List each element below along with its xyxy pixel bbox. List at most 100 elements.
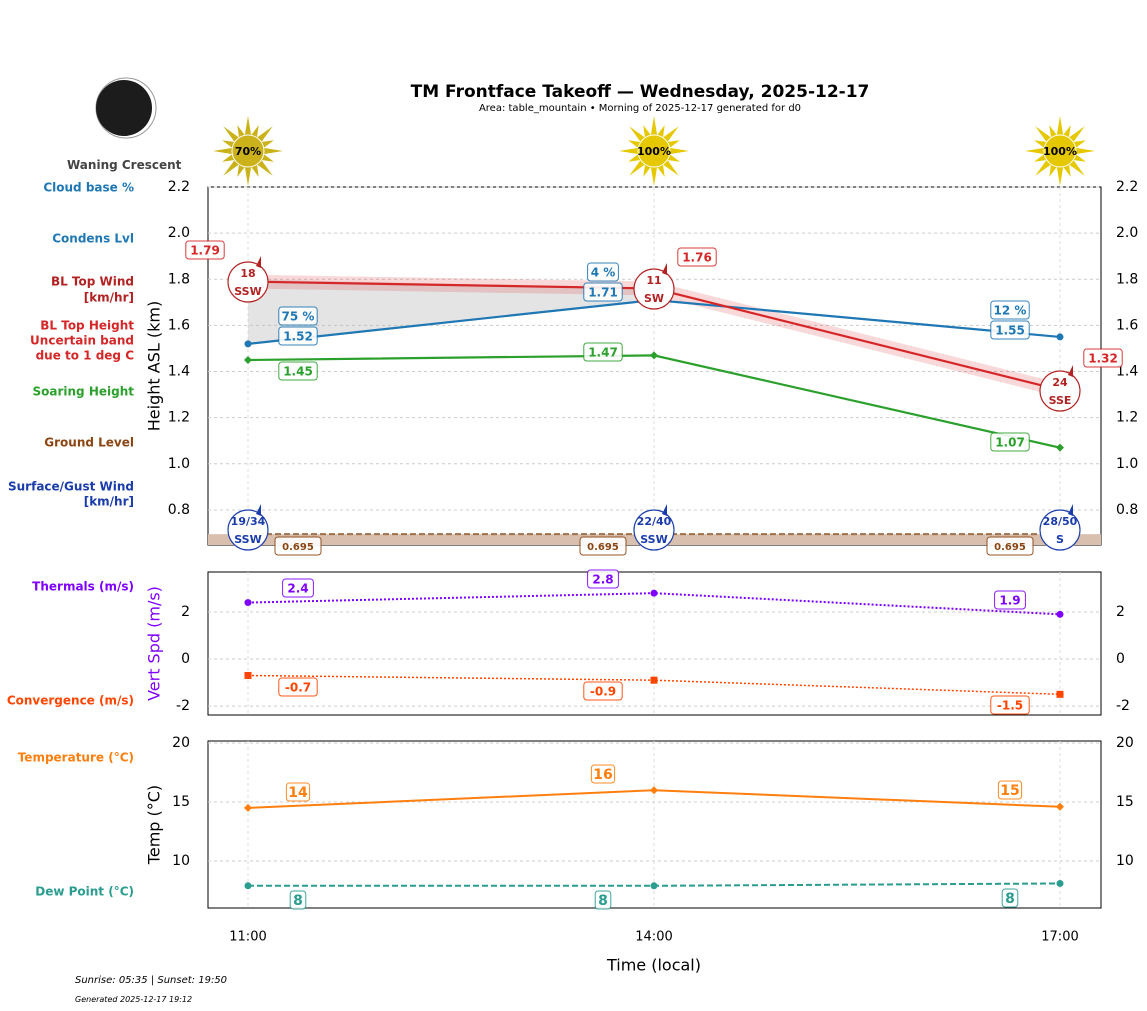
sun-icon [1025, 116, 1095, 186]
convergence-label: -1.5 [997, 699, 1023, 713]
soaring-label: 1.45 [283, 365, 313, 379]
y-tick-label: 1.2 [168, 410, 190, 426]
bl-wind-arrow-icon [256, 256, 261, 268]
sun-ray [667, 154, 680, 162]
bl-wind-direction: SW [644, 292, 664, 305]
bl-wind-arrow-icon [662, 263, 667, 275]
sun-ray [657, 125, 665, 138]
sun-ray [650, 166, 658, 186]
thermals-point [244, 599, 252, 607]
y-tick-label: 2 [181, 604, 190, 620]
surface-wind-speed: 28/50 [1043, 515, 1078, 528]
sun-ray [223, 159, 240, 176]
sun-ray [237, 164, 245, 177]
sun-ray [619, 147, 639, 155]
x-tick-label: 14:00 [635, 930, 672, 945]
temperature-label: 15 [1000, 783, 1019, 799]
chart-title: TM Frontface Takeoff — Wednesday, 2025-1… [410, 82, 870, 102]
sun-ray [213, 147, 233, 155]
bltop-label-box [1083, 348, 1123, 368]
sun-percent: 100% [637, 145, 671, 158]
sun-ray [256, 159, 273, 176]
thermals-label-box [282, 578, 314, 598]
sun-ray [1073, 140, 1086, 148]
y-tick-label-right: 0.8 [1116, 502, 1138, 518]
sun-ray [222, 140, 235, 148]
temperature-point [1056, 802, 1064, 811]
row-label-condens: Condens Lvl [52, 232, 134, 246]
condens-label-box [278, 326, 318, 346]
convergence-label-box [278, 677, 318, 697]
ground-label-box [579, 536, 627, 556]
cloud-pct-label: 75 % [282, 310, 315, 324]
bltop-label-box [185, 240, 225, 260]
soaring-point [1056, 443, 1064, 452]
surface-wind-direction: S [1056, 533, 1064, 546]
soaring-point [244, 356, 252, 365]
y-tick-label: 0 [181, 651, 190, 667]
y-tick-label: 20 [172, 735, 190, 751]
row-label-bl_height_3: due to 1 deg C [36, 349, 135, 363]
row-label-soaring: Soaring Height [33, 385, 135, 399]
ground-label-box [274, 536, 322, 556]
convergence-point [1056, 690, 1064, 698]
cloud-pct-label: 12 % [994, 304, 1027, 318]
sun-ray [657, 164, 665, 177]
y-tick-label-right: 2.0 [1116, 225, 1138, 241]
sun-ray [1035, 126, 1052, 143]
cloud-pct-label-box [587, 262, 619, 282]
row-label-surface_1: Surface/Gust Wind [8, 480, 134, 494]
surface-wind-bubble [1039, 509, 1081, 551]
temperature-label-box [997, 780, 1023, 800]
sun-ray [669, 147, 689, 155]
y-tick-label: 2.0 [168, 225, 190, 241]
y-tick-label: 1.0 [168, 456, 190, 472]
y-tick-label: 1.4 [168, 364, 190, 380]
bl-wind-direction: SSW [234, 285, 261, 298]
dewpoint-label-box [289, 890, 307, 910]
sun-ray [628, 140, 641, 148]
cloud-pct-label: 4 % [591, 266, 616, 280]
dewpoint-point [244, 882, 252, 890]
sun-ray [629, 159, 646, 176]
surface-wind-arrow-icon [662, 504, 667, 516]
bl-wind-speed: 24 [1052, 376, 1068, 389]
thermals-line [247, 592, 1061, 616]
y-tick-label: 1.6 [168, 317, 190, 333]
sun-percent: 100% [1043, 145, 1077, 158]
y-tick-label-right: 2.2 [1116, 179, 1138, 195]
thermals-label: 1.9 [999, 594, 1020, 608]
sun-ray [1063, 164, 1071, 177]
sun-ray [1025, 147, 1045, 155]
dewpoint-label-box [594, 890, 612, 910]
thermals-label: 2.8 [592, 573, 613, 587]
y-tick-label-right: 1.4 [1116, 364, 1138, 380]
soaring-label: 1.47 [588, 346, 618, 360]
sun-ray [261, 154, 274, 162]
soaring-label-box [583, 342, 623, 362]
convergence-line [247, 674, 1061, 696]
condens-label-box [990, 320, 1030, 340]
temperature-label: 16 [593, 767, 612, 783]
cloud-pct-label-box [990, 300, 1030, 320]
y-tick-label: -2 [176, 698, 190, 714]
thermals-label-box [994, 590, 1026, 610]
dewpoint-point [650, 882, 658, 890]
sun-ray [1034, 154, 1047, 162]
row-label-cloud_pct: Cloud base % [43, 181, 134, 195]
sun-ray [251, 164, 259, 177]
sun-percent: 70% [235, 145, 261, 158]
chart-subtitle: Area: table_mountain • Morning of 2025-1… [478, 103, 802, 114]
ground-label: 0.695 [282, 542, 314, 553]
row-label-surface_2: [km/hr] [84, 495, 134, 509]
y-tick-label: 15 [172, 794, 190, 810]
bl-wind-direction: SSE [1049, 394, 1072, 407]
sun-ray [643, 164, 651, 177]
sun-ray [1056, 116, 1064, 136]
moon-phase-label: Waning Crescent [67, 158, 182, 172]
temperature-point [244, 803, 252, 812]
generated-stamp: Generated 2025-12-17 19:12 [75, 995, 193, 1004]
y-tick-label-right: 2 [1116, 604, 1125, 620]
convergence-label: -0.7 [285, 681, 311, 695]
